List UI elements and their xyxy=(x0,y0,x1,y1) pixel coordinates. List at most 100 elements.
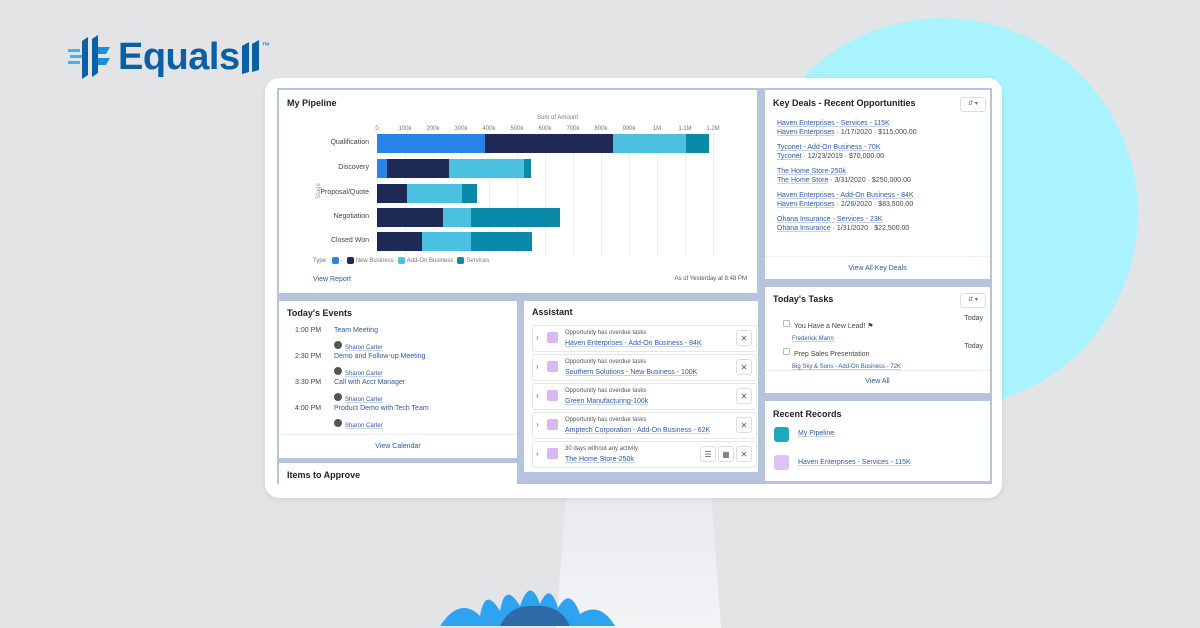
bar-segment[interactable] xyxy=(470,232,533,251)
event-link[interactable]: Product Demo with Tech Team xyxy=(334,405,429,412)
assistant-item[interactable]: › 30 days without any activity The Home St… xyxy=(532,441,757,468)
assistant-item[interactable]: › Opportunity has overdue tasks Amptech Co… xyxy=(532,412,757,439)
task-related-link[interactable]: Big Sky & Sons - Add-On Business - 72K xyxy=(792,364,902,370)
chevron-right-icon[interactable]: › xyxy=(536,391,539,400)
legend-label: - xyxy=(340,258,343,265)
bar-segment[interactable] xyxy=(421,232,471,251)
assistant-link[interactable]: Amptech Corporation - Add-On Business - … xyxy=(565,427,711,434)
x-tick-label: 800k xyxy=(594,126,608,132)
items-to-approve-card: Items to Approve xyxy=(279,463,517,484)
bar-segment[interactable] xyxy=(443,208,472,227)
legend-swatch xyxy=(346,257,354,264)
dismiss-icon[interactable]: ✕ xyxy=(736,330,752,346)
dismiss-icon[interactable]: ✕ xyxy=(736,359,752,375)
x-tick-label: 300k xyxy=(454,126,468,132)
brand-logo: Equals ™ xyxy=(68,35,270,79)
dismiss-icon[interactable]: ✕ xyxy=(736,388,752,404)
recent-record-link[interactable]: Haven Enterprises - Services - 115K xyxy=(798,459,911,466)
monitor-stand xyxy=(556,496,721,628)
avatar xyxy=(334,340,342,349)
assistant-link[interactable]: Southern Solutions - New Business - 100K xyxy=(565,369,698,376)
event-time: 3:30 PM xyxy=(295,379,322,386)
account-link[interactable]: The Home Store xyxy=(777,177,829,184)
deal-link[interactable]: Haven Enterprises - Services - 115K xyxy=(777,120,890,127)
dismiss-icon[interactable]: ✕ xyxy=(736,417,752,433)
key-deals-filter-dropdown[interactable]: ⇵ ▾ xyxy=(960,97,986,112)
tasks-filter-dropdown[interactable]: ⇵ ▾ xyxy=(960,293,986,308)
view-calendar-link[interactable]: View Calendar xyxy=(279,434,517,450)
events-card: Today's Events 1:00 PM Team Meeting Sharon… xyxy=(279,301,517,458)
gridline xyxy=(573,134,574,256)
task-checkbox[interactable] xyxy=(783,320,790,328)
event-link[interactable]: Team Meeting xyxy=(334,327,378,334)
x-tick-label: 600k xyxy=(538,126,552,132)
view-all-key-deals-link[interactable]: View All Key Deals xyxy=(765,256,990,272)
task-related-link[interactable]: Frederick Mann xyxy=(792,336,834,342)
key-deals-card: Key Deals - Recent Opportunities ⇵ ▾ Hav… xyxy=(765,90,990,279)
assistant-item[interactable]: › Opportunity has overdue tasks Haven Ente… xyxy=(532,325,757,352)
avatar xyxy=(334,392,342,401)
bar-segment[interactable] xyxy=(524,159,531,178)
x-tick-label: 1.2M xyxy=(706,126,720,132)
y-category-label: Closed Won xyxy=(330,237,369,244)
assistant-link[interactable]: The Home Store-250k xyxy=(565,456,634,463)
opportunity-icon xyxy=(547,361,558,372)
trademark: ™ xyxy=(261,41,270,50)
view-all-tasks-link[interactable]: View All xyxy=(765,370,990,385)
deal-link[interactable]: Haven Enterprises - Add-On Business - 84… xyxy=(777,192,914,199)
deal-item: Haven Enterprises - Services - 115K Haven… xyxy=(777,120,917,136)
chevron-right-icon[interactable]: › xyxy=(536,420,539,429)
event-person-link[interactable]: Sharon Carter xyxy=(345,423,383,429)
event-person-link[interactable]: Sharon Carter xyxy=(345,371,383,377)
bar-segment[interactable] xyxy=(448,159,525,178)
event-person-link[interactable]: Sharon Carter xyxy=(345,345,383,351)
opportunity-icon xyxy=(547,448,558,459)
legend-label: Add-On Business xyxy=(406,258,454,265)
avatar xyxy=(334,366,342,375)
assistant-item[interactable]: › Opportunity has overdue tasks Southern S… xyxy=(532,354,757,381)
bar-segment[interactable] xyxy=(377,159,388,178)
assistant-item[interactable]: › Opportunity has overdue tasks Green Manu… xyxy=(532,383,757,410)
bar-segment[interactable] xyxy=(377,184,407,203)
deal-link[interactable]: Ohana Insurance - Services - 23K xyxy=(777,216,883,223)
bar-segment[interactable] xyxy=(685,134,709,153)
deal-item: Haven Enterprises - Add-On Business - 84… xyxy=(777,192,917,208)
calendar-icon[interactable]: ▦ xyxy=(718,446,734,462)
chevron-right-icon[interactable]: › xyxy=(536,333,539,342)
chevron-right-icon[interactable]: › xyxy=(536,449,539,458)
event-link[interactable]: Call with Acct Manager xyxy=(334,379,406,386)
bar-segment[interactable] xyxy=(377,208,444,227)
legend-label: Services xyxy=(466,258,490,265)
bar-segment[interactable] xyxy=(485,134,614,153)
deal-link[interactable]: The Home Store-250k xyxy=(777,168,846,175)
bar-segment[interactable] xyxy=(461,184,477,203)
gridline xyxy=(517,134,518,256)
deal-link[interactable]: Tyconet - Add-On Business - 70K xyxy=(777,144,881,151)
assistant-link[interactable]: Green Manufacturing-100k xyxy=(565,398,649,405)
gridline xyxy=(489,134,490,256)
chevron-right-icon[interactable]: › xyxy=(536,362,539,371)
chart-legend: Type - New Business Add-On Business Service… xyxy=(313,257,489,264)
bar-segment[interactable] xyxy=(406,184,462,203)
opportunity-icon xyxy=(774,455,789,470)
event-person-link[interactable]: Sharon Carter xyxy=(345,397,383,403)
bar-segment[interactable] xyxy=(471,208,560,227)
account-link[interactable]: Haven Enterprises xyxy=(777,129,835,136)
bar-segment[interactable] xyxy=(377,232,422,251)
x-tick-label: 500k xyxy=(510,126,524,132)
account-link[interactable]: Ohana Insurance xyxy=(777,225,831,232)
task-checkbox[interactable] xyxy=(783,348,790,356)
account-link[interactable]: Tyconet xyxy=(777,153,802,160)
view-report-link[interactable]: View Report xyxy=(313,276,352,283)
dismiss-icon[interactable]: ✕ xyxy=(736,446,752,462)
recent-record-link[interactable]: My Pipeline xyxy=(798,430,835,437)
assistant-link[interactable]: Haven Enterprises - Add-On Business - 84… xyxy=(565,340,702,347)
account-link[interactable]: Haven Enterprises xyxy=(777,201,835,208)
deal-meta: · 12/23/2019 · $70,000.00 xyxy=(801,153,885,160)
bar-segment[interactable] xyxy=(377,134,486,153)
new-task-icon[interactable]: ☰ xyxy=(700,446,716,462)
bar-segment[interactable] xyxy=(613,134,686,153)
bar-segment[interactable] xyxy=(387,159,449,178)
key-deals-title: Key Deals - Recent Opportunities xyxy=(773,98,916,108)
event-link[interactable]: Demo and Follow-up Meeting xyxy=(334,353,426,360)
